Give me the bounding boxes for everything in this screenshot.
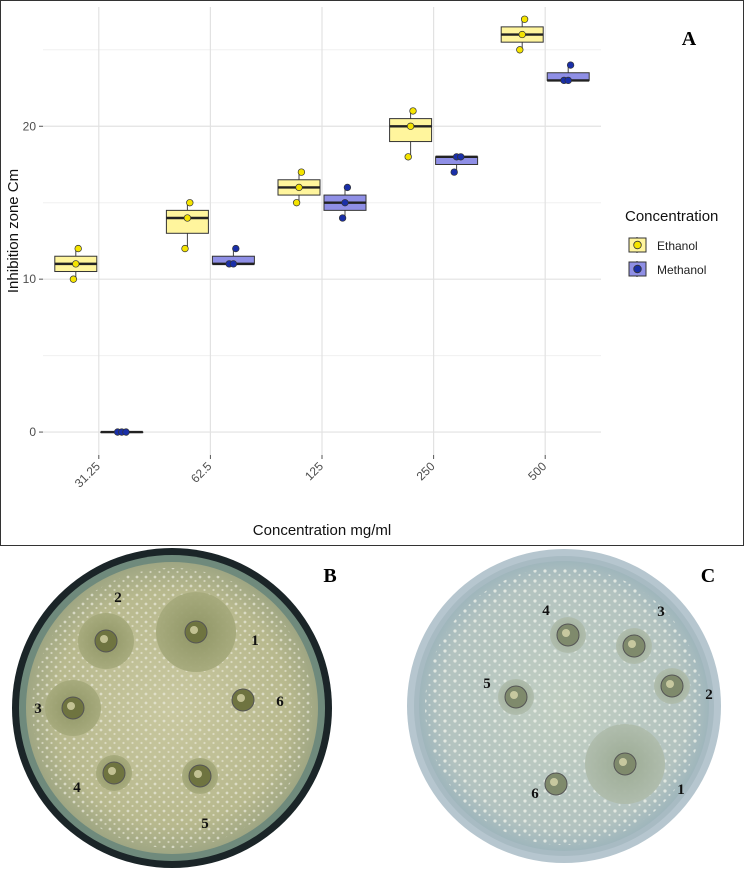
well-highlight xyxy=(562,629,570,637)
well-highlight xyxy=(67,702,75,710)
data-point xyxy=(518,30,526,39)
well-label: 6 xyxy=(531,786,539,802)
well-label: 4 xyxy=(73,780,81,796)
legend: Concentration Ethanol Methanol xyxy=(625,208,718,277)
data-point xyxy=(297,168,306,176)
well-label: 3 xyxy=(657,604,665,620)
y-tick-label: 0 xyxy=(29,425,36,439)
well-highlight xyxy=(628,640,636,648)
x-axis-title: Concentration mg/ml xyxy=(253,522,391,539)
data-point xyxy=(520,15,529,23)
well-highlight xyxy=(100,635,108,643)
well-label: 3 xyxy=(34,701,42,717)
data-point xyxy=(122,428,130,436)
x-tick-label: 62.5 xyxy=(188,459,215,486)
well-label: 5 xyxy=(201,816,209,832)
boxplot-chart: 0 10 20 31.25 62.5 125 250 500 A Concentration … xyxy=(5,7,718,539)
data-point xyxy=(183,214,192,222)
data-point xyxy=(566,61,575,69)
legend-key-ethanol xyxy=(628,237,647,253)
boxplot-figure: 0 10 20 31.25 62.5 125 250 500 A Concentration … xyxy=(0,0,744,546)
panel-label-c: C xyxy=(701,565,715,587)
well-label: 2 xyxy=(114,590,122,606)
x-tick-label: 125 xyxy=(302,459,326,483)
well-highlight xyxy=(108,767,116,775)
data-point xyxy=(406,122,415,130)
well-label: 4 xyxy=(542,603,550,619)
data-point xyxy=(338,214,347,222)
well-label: 2 xyxy=(705,687,713,703)
well-label: 6 xyxy=(276,694,284,710)
well-label: 1 xyxy=(251,633,259,649)
well-highlight xyxy=(510,691,518,699)
well-highlight xyxy=(550,778,558,786)
data-point xyxy=(69,275,78,283)
y-tick-label: 10 xyxy=(23,272,37,286)
data-point xyxy=(292,199,301,207)
data-point xyxy=(74,244,82,253)
data-point xyxy=(181,244,189,253)
well-highlight xyxy=(194,770,202,778)
legend-title: Concentration xyxy=(625,208,718,225)
legend-key-methanol xyxy=(628,261,647,277)
data-point xyxy=(457,153,465,161)
grid-lines xyxy=(43,7,601,455)
box-series xyxy=(54,15,590,436)
data-point xyxy=(450,168,458,176)
data-point xyxy=(186,199,194,207)
box xyxy=(389,118,433,143)
x-tick-label: 250 xyxy=(414,459,438,483)
panel-label-a: A xyxy=(682,28,697,50)
petri-dish-c-photo: 1 2 3 4 5 6 C xyxy=(372,548,744,871)
well-label: 1 xyxy=(677,782,685,798)
y-tick-label: 20 xyxy=(23,119,37,133)
well-highlight xyxy=(237,694,245,702)
legend-label-ethanol: Ethanol xyxy=(657,239,698,253)
data-point xyxy=(343,183,352,192)
data-point xyxy=(564,76,572,85)
data-point xyxy=(295,183,303,192)
wells-c: 1 2 3 4 5 6 xyxy=(483,603,713,804)
data-point xyxy=(516,46,524,54)
data-point xyxy=(72,260,80,268)
data-point xyxy=(232,244,240,253)
well-highlight xyxy=(619,758,627,766)
petri-dish-b-photo: 1 2 3 4 5 6 B xyxy=(0,548,372,871)
x-tick-label: 31.25 xyxy=(72,459,103,490)
well-highlight xyxy=(666,680,674,688)
data-point xyxy=(409,107,417,115)
legend-label-methanol: Methanol xyxy=(657,263,706,277)
y-axis-title: Inhibition zone Cm xyxy=(5,169,22,293)
panel-label-b: B xyxy=(323,565,336,587)
box xyxy=(165,209,209,234)
data-point xyxy=(404,153,412,161)
well-label: 5 xyxy=(483,676,491,692)
well-highlight xyxy=(190,626,198,634)
data-point xyxy=(229,260,238,268)
wells-b: 1 2 3 4 5 6 xyxy=(34,590,284,832)
data-point xyxy=(341,199,349,207)
x-tick-label: 500 xyxy=(525,459,549,483)
